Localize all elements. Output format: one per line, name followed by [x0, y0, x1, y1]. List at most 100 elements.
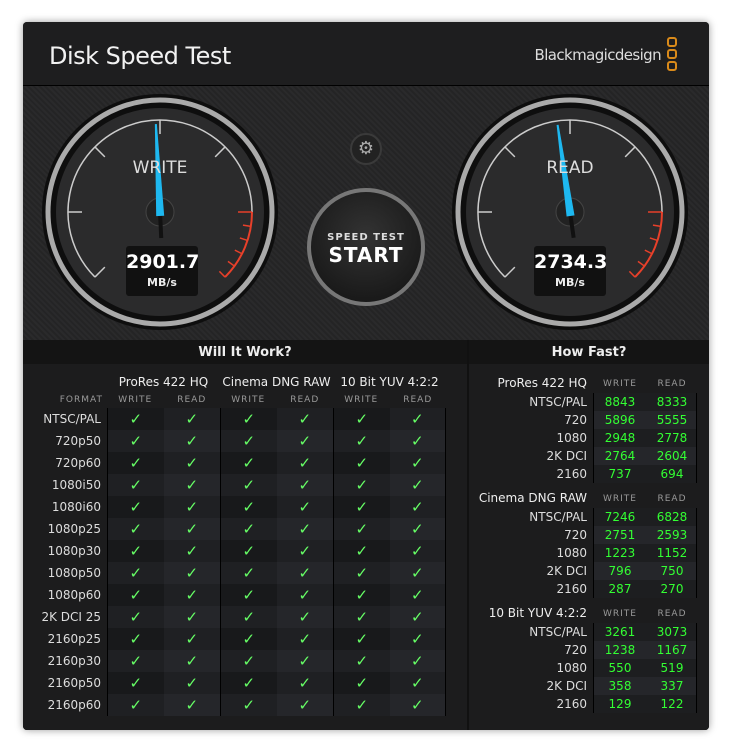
result-row-bg	[593, 677, 697, 695]
read-needle-pointer	[556, 124, 575, 217]
read-gauge-redzone-tick	[652, 224, 661, 228]
settings-button[interactable]: ⚙	[350, 133, 382, 165]
check-icon: ✓	[107, 694, 164, 716]
read-gauge-ring	[455, 97, 685, 327]
gauges-svg	[42, 94, 688, 330]
resolution-label: 720	[564, 413, 587, 427]
read-column-header: READ	[657, 379, 687, 389]
resolution-label: 720	[564, 528, 587, 542]
check-icon: ✓	[220, 430, 277, 452]
write-fps-value: 1238	[604, 643, 636, 657]
write-gauge-redzone	[224, 211, 253, 278]
resolution-label: 2160	[556, 582, 587, 596]
write-fps-value: 737	[608, 467, 632, 481]
read-fps-value: 8333	[656, 395, 688, 409]
check-icon: ✓	[276, 518, 333, 540]
resolution-label: 2K DCI	[546, 679, 587, 693]
check-icon: ✓	[276, 496, 333, 518]
read-fps-value: 750	[660, 564, 684, 578]
read-fps-value: 2604	[656, 449, 688, 463]
write-fps-value: 7246	[604, 510, 636, 524]
write-gauge-tick	[214, 146, 226, 158]
check-icon: ✓	[333, 496, 390, 518]
write-speed-value: 2901.7	[126, 251, 200, 273]
write-column-header: WRITE	[603, 379, 637, 389]
write-gauge-redzone-tick	[242, 224, 251, 228]
write-fps-value: 796	[608, 564, 632, 578]
check-icon: ✓	[276, 584, 333, 606]
start-button[interactable]: SPEED TEST START	[307, 188, 425, 306]
write-gauge-scale	[67, 119, 253, 278]
read-speed-unit: MB/s	[555, 276, 585, 289]
format-label: 2160p25	[47, 632, 101, 646]
check-icon: ✓	[333, 408, 390, 430]
write-gauge-needle	[154, 124, 165, 239]
write-fps-value: 3261	[604, 625, 636, 639]
brand-logo-icon	[667, 37, 679, 73]
check-icon: ✓	[163, 606, 220, 628]
write-gauge-redzone-tick	[218, 270, 226, 278]
read-readout: 2734.3 MB/s	[534, 246, 608, 296]
result-row-bg	[593, 465, 697, 483]
write-fps-value: 1223	[604, 546, 636, 560]
read-fps-value: 6828	[656, 510, 688, 524]
read-gauge-tick	[624, 146, 636, 158]
check-icon: ✓	[389, 628, 446, 650]
check-icon: ✓	[333, 474, 390, 496]
check-icon: ✓	[163, 584, 220, 606]
app-window: × Disk Speed Test Blackmagicdesign ⚙ SPE…	[23, 22, 709, 730]
gear-icon: ⚙	[357, 138, 375, 159]
read-gauge-redzone-tick	[628, 270, 636, 278]
brand-logo-text: Blackmagicdesign	[534, 46, 662, 64]
read-gauge-redzone-tick	[644, 249, 653, 255]
resolution-label: 1080	[556, 661, 587, 675]
format-label: 2160p30	[47, 654, 101, 668]
check-icon: ✓	[163, 452, 220, 474]
check-icon: ✓	[276, 562, 333, 584]
check-icon: ✓	[220, 452, 277, 474]
check-icon: ✓	[389, 452, 446, 474]
resolution-label: NTSC/PAL	[529, 625, 587, 639]
write-fps-value: 129	[608, 697, 632, 711]
format-label: 2K DCI 25	[41, 610, 101, 624]
resolution-label: 2K DCI	[546, 449, 587, 463]
write-needle-tail	[158, 211, 164, 239]
format-label: NTSC/PAL	[43, 412, 101, 426]
write-needle-pointer	[154, 124, 165, 217]
write-gauge-label: WRITE	[132, 158, 188, 178]
check-icon: ✓	[220, 408, 277, 430]
start-button-caption: SPEED TEST	[327, 232, 405, 243]
check-icon: ✓	[107, 672, 164, 694]
section-header: Cinema DNG RAW	[478, 491, 587, 505]
check-icon: ✓	[220, 606, 277, 628]
check-icon: ✓	[163, 694, 220, 716]
read-speed-value: 2734.3	[534, 251, 608, 273]
check-icon: ✓	[107, 430, 164, 452]
write-fps-value: 5896	[604, 413, 636, 427]
format-label: 1080i60	[51, 500, 101, 514]
header: Disk Speed Test Blackmagicdesign	[23, 22, 709, 86]
check-icon: ✓	[333, 672, 390, 694]
check-icon: ✓	[276, 540, 333, 562]
read-fps-value: 2593	[656, 528, 688, 542]
check-icon: ✓	[333, 584, 390, 606]
result-row-bg	[593, 623, 697, 641]
read-fps-value: 2778	[656, 431, 688, 445]
write-column-header: WRITE	[603, 609, 637, 619]
read-gauge-tick	[504, 266, 516, 278]
check-icon: ✓	[276, 628, 333, 650]
result-row-bg	[593, 544, 697, 562]
resolution-label: 720	[564, 643, 587, 657]
format-label: 720p50	[55, 434, 101, 448]
check-icon: ✓	[107, 562, 164, 584]
check-icon: ✓	[220, 584, 277, 606]
check-icon: ✓	[389, 540, 446, 562]
column-group-header: 10 Bit YUV 4:2:2	[340, 375, 439, 389]
app-title: Disk Speed Test	[49, 42, 231, 70]
check-icon: ✓	[276, 650, 333, 672]
check-icon: ✓	[220, 628, 277, 650]
resolution-label: 1080	[556, 431, 587, 445]
check-icon: ✓	[389, 562, 446, 584]
check-icon: ✓	[163, 430, 220, 452]
check-icon: ✓	[163, 408, 220, 430]
